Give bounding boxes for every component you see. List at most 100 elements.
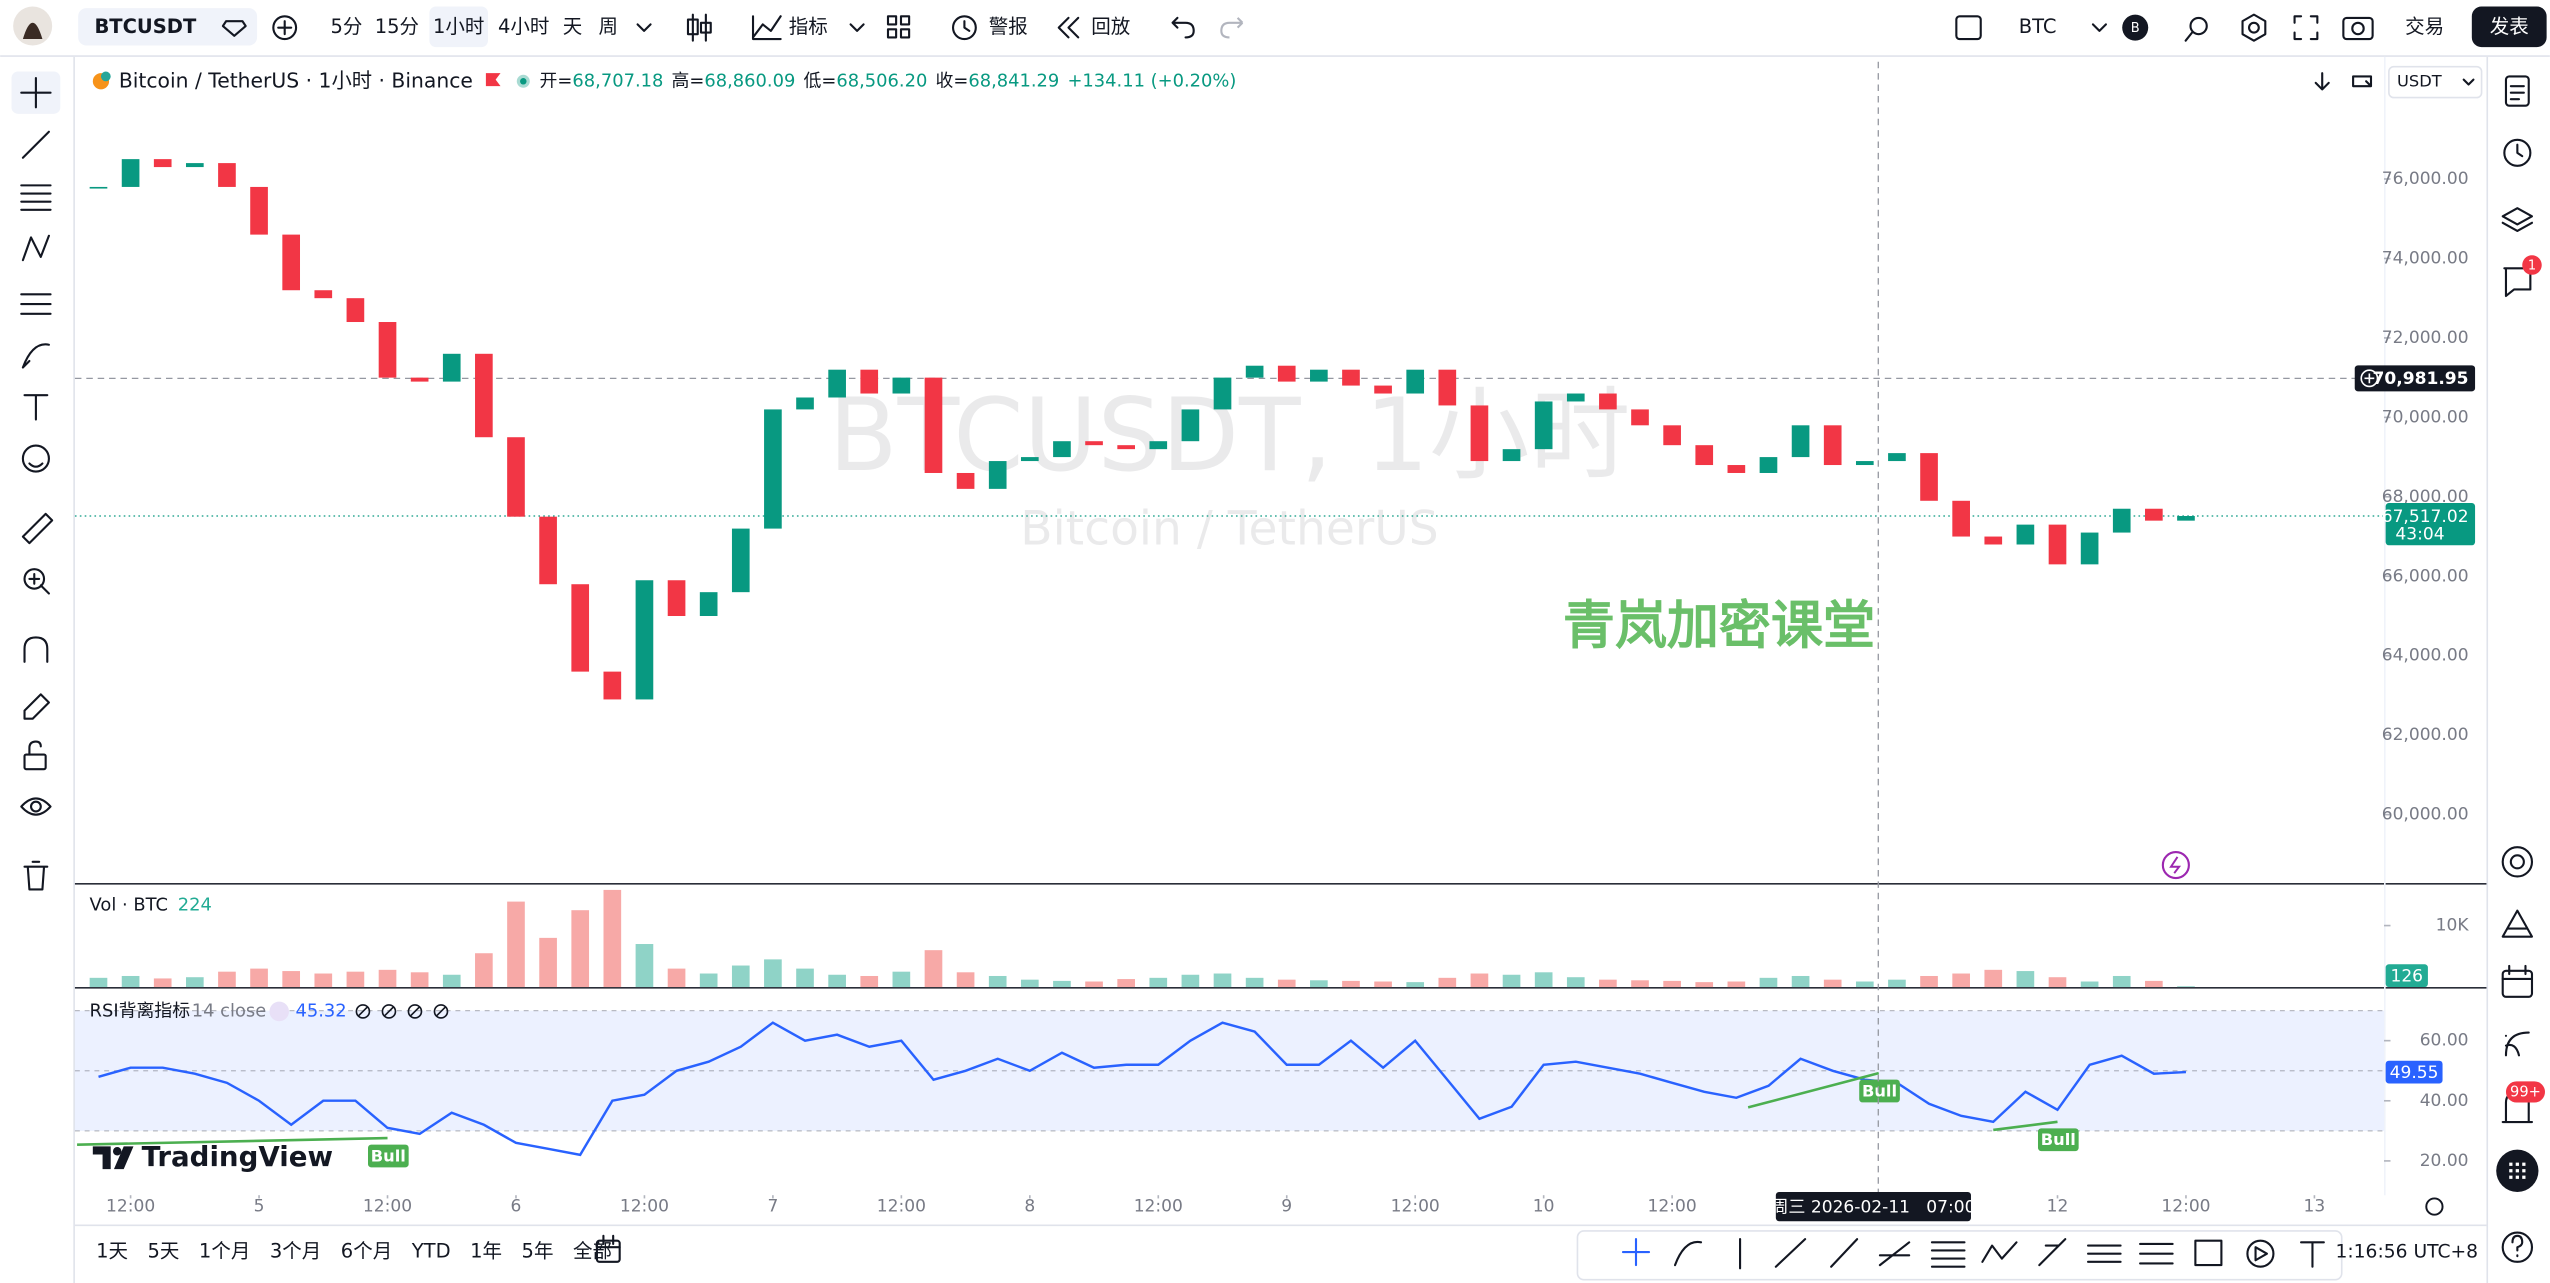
volume-bar bbox=[2016, 971, 2035, 988]
projection-tool[interactable] bbox=[20, 293, 52, 315]
layers-icon[interactable] bbox=[2501, 207, 2534, 232]
calendar-icon[interactable] bbox=[2501, 969, 2534, 998]
watchlist-icon[interactable] bbox=[2504, 75, 2530, 107]
diamond-icon[interactable] bbox=[221, 20, 247, 37]
currency[interactable]: BTC bbox=[2019, 15, 2057, 38]
ohlc-label: 高= bbox=[672, 70, 705, 91]
dropdown-icon[interactable] bbox=[636, 23, 652, 32]
x-tick-label: 8 bbox=[1024, 1197, 1035, 1217]
bottom-tool[interactable] bbox=[2194, 1239, 2223, 1267]
bottom-tool[interactable] bbox=[2246, 1239, 2275, 1268]
replay[interactable]: 回放 bbox=[1091, 15, 1130, 38]
timeframe[interactable]: 1天 bbox=[96, 1240, 128, 1263]
help-icon[interactable] bbox=[2501, 1231, 2534, 1263]
candle-body bbox=[828, 369, 846, 398]
crosshair-price-badge bbox=[2354, 365, 2476, 392]
layout-icon[interactable] bbox=[886, 15, 911, 39]
ideas-icon[interactable] bbox=[2501, 909, 2534, 938]
settings-icon[interactable] bbox=[2241, 13, 2267, 42]
add-alert-icon[interactable] bbox=[2360, 369, 2379, 388]
timeframe[interactable]: 全部 bbox=[573, 1240, 612, 1263]
flag-icon[interactable] bbox=[485, 73, 501, 87]
timeframe[interactable]: YTD bbox=[411, 1240, 451, 1263]
feed-icon[interactable] bbox=[2504, 1031, 2530, 1057]
timeframe[interactable]: 3个月 bbox=[270, 1240, 321, 1263]
publish-button[interactable] bbox=[2471, 6, 2547, 48]
y-tick-label: 74,000.00 bbox=[2382, 248, 2469, 268]
bottom-tool[interactable] bbox=[1774, 1238, 1807, 1268]
timeframe[interactable]: 6个月 bbox=[341, 1240, 392, 1263]
add-icon-cross bbox=[277, 20, 293, 36]
emoji-tool[interactable] bbox=[21, 444, 50, 473]
legend-title[interactable]: Bitcoin / TetherUS · 1小时 · Binance bbox=[119, 68, 473, 92]
alerts-icon[interactable] bbox=[2503, 138, 2532, 167]
crosshair-tool[interactable] bbox=[20, 76, 52, 109]
ruler-tool[interactable] bbox=[21, 512, 54, 545]
interval[interactable]: 5分 bbox=[331, 15, 363, 38]
indicators[interactable]: 指标 bbox=[789, 15, 828, 38]
zoom-tool[interactable] bbox=[23, 568, 46, 590]
currency-select[interactable] bbox=[2388, 65, 2483, 99]
timeframe[interactable]: 1个月 bbox=[199, 1240, 250, 1263]
chart-type-icon[interactable] bbox=[686, 13, 712, 42]
interval[interactable]: 4小时 bbox=[498, 15, 549, 38]
fullscreen-icon[interactable] bbox=[2293, 15, 2319, 41]
bottom-tool[interactable] bbox=[1930, 1241, 1966, 1268]
volume-badge bbox=[2385, 964, 2428, 988]
clock[interactable]: 1:16:56 UTC+8 bbox=[2335, 1242, 2478, 1263]
delete-tool[interactable] bbox=[23, 860, 49, 891]
bottom-tool[interactable] bbox=[1673, 1240, 1703, 1267]
currency-badge[interactable] bbox=[2122, 14, 2149, 41]
bottom-tool[interactable] bbox=[1830, 1238, 1859, 1268]
timeframe[interactable]: 5年 bbox=[522, 1240, 554, 1263]
alert-icon[interactable] bbox=[951, 15, 977, 41]
axis-settings-icon[interactable] bbox=[2425, 1197, 2444, 1216]
rsi-icon[interactable] bbox=[269, 1001, 289, 1022]
indicators-icon[interactable] bbox=[751, 15, 782, 41]
redo-icon[interactable] bbox=[1220, 17, 1244, 39]
symbol-box[interactable] bbox=[78, 8, 258, 46]
add-icon[interactable] bbox=[272, 15, 298, 41]
currency-badge-text: B bbox=[2131, 21, 2140, 36]
interval[interactable]: 天 bbox=[563, 15, 583, 38]
candle-body bbox=[1888, 453, 1906, 462]
sync-icon[interactable] bbox=[2352, 75, 2373, 88]
alert[interactable]: 警报 bbox=[989, 15, 1028, 38]
text-tool[interactable] bbox=[23, 394, 49, 421]
search-icon[interactable] bbox=[2189, 16, 2208, 36]
timeframe[interactable]: 1年 bbox=[470, 1240, 502, 1263]
event-icon[interactable] bbox=[2161, 851, 2190, 880]
brush-tool[interactable] bbox=[21, 343, 50, 369]
interval[interactable]: 周 bbox=[599, 15, 619, 38]
dropdown-icon[interactable] bbox=[2091, 23, 2107, 32]
lock-tool[interactable] bbox=[23, 753, 47, 771]
tradingview-logo-mark bbox=[92, 1146, 134, 1170]
scroll-icon[interactable] bbox=[2314, 72, 2330, 91]
trade[interactable]: 交易 bbox=[2405, 15, 2444, 38]
undo-icon[interactable] bbox=[1171, 16, 1195, 39]
dropdown-icon[interactable] bbox=[849, 23, 865, 32]
target-icon[interactable] bbox=[2501, 846, 2534, 878]
volume-bar bbox=[2177, 986, 2195, 988]
interval[interactable]: 1小时 bbox=[433, 15, 484, 38]
bottom-tool[interactable] bbox=[2300, 1241, 2325, 1268]
square-icon[interactable] bbox=[1955, 15, 1982, 41]
pattern-tool[interactable] bbox=[21, 234, 50, 262]
bottom-tool[interactable] bbox=[1621, 1238, 1651, 1267]
goto-date-icon[interactable] bbox=[595, 1239, 621, 1263]
magnet-tool[interactable] bbox=[23, 636, 49, 663]
camera-icon[interactable] bbox=[2342, 16, 2374, 41]
trendline-tool[interactable] bbox=[21, 130, 50, 159]
bottom-tool[interactable] bbox=[1981, 1241, 2018, 1263]
bottom-tool[interactable] bbox=[2038, 1238, 2067, 1267]
replay-icon[interactable] bbox=[1057, 16, 1080, 39]
timeframe[interactable]: 5天 bbox=[148, 1240, 180, 1263]
bottom-tool[interactable] bbox=[2139, 1242, 2174, 1265]
interval[interactable]: 15分 bbox=[375, 15, 419, 38]
visibility-tool[interactable] bbox=[20, 797, 52, 816]
fib-tool[interactable] bbox=[20, 184, 52, 211]
draw-mode-tool[interactable] bbox=[23, 693, 50, 720]
bottom-tool[interactable] bbox=[1878, 1241, 1911, 1267]
bottom-tool[interactable] bbox=[2086, 1244, 2122, 1263]
